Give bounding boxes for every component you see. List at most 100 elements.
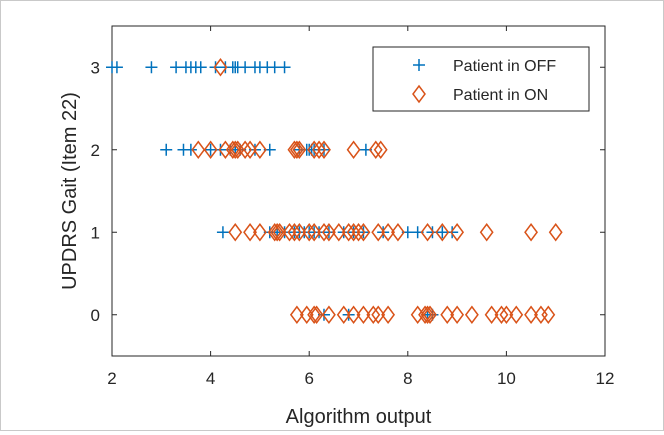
data-point-off bbox=[160, 143, 173, 156]
legend-marker-off bbox=[413, 59, 425, 71]
data-point-on bbox=[479, 223, 494, 242]
data-point-on bbox=[225, 140, 240, 159]
data-point-on bbox=[356, 223, 371, 242]
data-point-off bbox=[342, 308, 355, 321]
data-point-on bbox=[541, 305, 556, 324]
x-tick-label: 10 bbox=[497, 369, 516, 388]
data-point-on bbox=[381, 223, 396, 242]
data-point-on bbox=[228, 223, 243, 242]
data-point-on bbox=[381, 305, 396, 324]
y-tick-label: 0 bbox=[91, 306, 100, 325]
data-point-on bbox=[509, 305, 524, 324]
data-point-on bbox=[341, 223, 356, 242]
data-point-on bbox=[450, 305, 465, 324]
data-point-on bbox=[423, 305, 437, 324]
data-point-on bbox=[228, 140, 243, 159]
data-point-on bbox=[373, 140, 388, 159]
x-tick-label: 4 bbox=[206, 369, 215, 388]
data-point-on bbox=[270, 223, 285, 242]
data-point-off bbox=[184, 143, 197, 156]
data-point-on bbox=[317, 140, 331, 159]
legend-label-off: Patient in OFF bbox=[453, 58, 556, 75]
data-point-on bbox=[371, 223, 386, 242]
data-point-on bbox=[302, 223, 317, 242]
axes-box bbox=[111, 25, 606, 357]
data-point-on bbox=[287, 140, 302, 159]
data-point-off bbox=[216, 226, 229, 239]
data-point-on bbox=[252, 223, 267, 242]
y-tick-label: 3 bbox=[91, 58, 100, 77]
legend-plus-icon bbox=[413, 59, 425, 71]
data-point-on bbox=[272, 223, 287, 242]
data-point-on bbox=[435, 223, 450, 242]
data-point-on bbox=[524, 223, 538, 242]
data-point-on bbox=[287, 223, 302, 242]
data-point-on bbox=[252, 140, 267, 159]
data-point-on bbox=[321, 305, 336, 324]
legend: Patient in OFF Patient in ON bbox=[372, 46, 590, 112]
data-point-on bbox=[238, 140, 253, 159]
x-axis-label: Algorithm output bbox=[286, 406, 432, 428]
data-point-on bbox=[267, 223, 282, 242]
data-point-on bbox=[346, 223, 361, 242]
data-point-on bbox=[213, 58, 228, 77]
data-point-off bbox=[194, 61, 207, 74]
data-point-off bbox=[377, 226, 390, 239]
data-point-on bbox=[312, 140, 326, 159]
data-point-off bbox=[110, 61, 123, 74]
y-axis-label: UPDRS Gait (Item 22) bbox=[59, 92, 81, 290]
data-point-on bbox=[243, 223, 257, 242]
data-point-on bbox=[346, 305, 361, 324]
legend-label-on: Patient in ON bbox=[453, 87, 548, 104]
data-point-on bbox=[356, 305, 371, 324]
data-point-on bbox=[548, 223, 563, 242]
data-point-on bbox=[440, 305, 455, 324]
data-point-on bbox=[524, 305, 538, 324]
data-point-on bbox=[450, 223, 465, 242]
data-point-on bbox=[282, 223, 297, 242]
data-point-on bbox=[368, 140, 383, 159]
data-point-on bbox=[191, 140, 206, 159]
data-point-on bbox=[351, 223, 366, 242]
data-point-on bbox=[420, 223, 435, 242]
data-point-on bbox=[494, 305, 509, 324]
data-point-on bbox=[307, 305, 322, 324]
x-tick-label: 2 bbox=[107, 369, 116, 388]
data-point-on bbox=[371, 305, 386, 324]
data-point-on bbox=[292, 140, 307, 159]
data-point-on bbox=[366, 305, 381, 324]
data-point-on bbox=[317, 223, 331, 242]
y-tick-label: 2 bbox=[91, 141, 100, 160]
y-tick-label: 1 bbox=[91, 223, 100, 242]
data-point-on bbox=[243, 140, 257, 159]
data-point-on bbox=[289, 305, 304, 324]
data-point-on bbox=[346, 140, 361, 159]
data-point-on bbox=[307, 223, 322, 242]
legend-marker-on bbox=[412, 84, 426, 104]
data-point-on bbox=[331, 223, 346, 242]
data-point-on bbox=[307, 140, 322, 159]
data-point-on bbox=[336, 305, 351, 324]
data-point-on bbox=[292, 223, 307, 242]
data-point-off bbox=[278, 61, 291, 74]
data-point-on bbox=[418, 305, 432, 324]
data-point-off bbox=[145, 61, 158, 74]
data-point-on bbox=[391, 223, 405, 242]
data-point-on bbox=[484, 305, 499, 324]
x-tick-label: 12 bbox=[596, 369, 615, 388]
legend-box bbox=[372, 46, 590, 112]
x-tick-label: 8 bbox=[403, 369, 412, 388]
marks-layer bbox=[106, 58, 563, 324]
data-point-on bbox=[420, 305, 435, 324]
data-point-on bbox=[499, 305, 514, 324]
legend-diamond-icon bbox=[412, 84, 426, 104]
x-tick-label: 6 bbox=[304, 369, 313, 388]
data-point-on bbox=[309, 305, 324, 324]
data-point-on bbox=[321, 223, 336, 242]
data-point-on bbox=[464, 305, 479, 324]
data-point-on bbox=[203, 140, 218, 159]
data-point-on bbox=[289, 140, 304, 159]
